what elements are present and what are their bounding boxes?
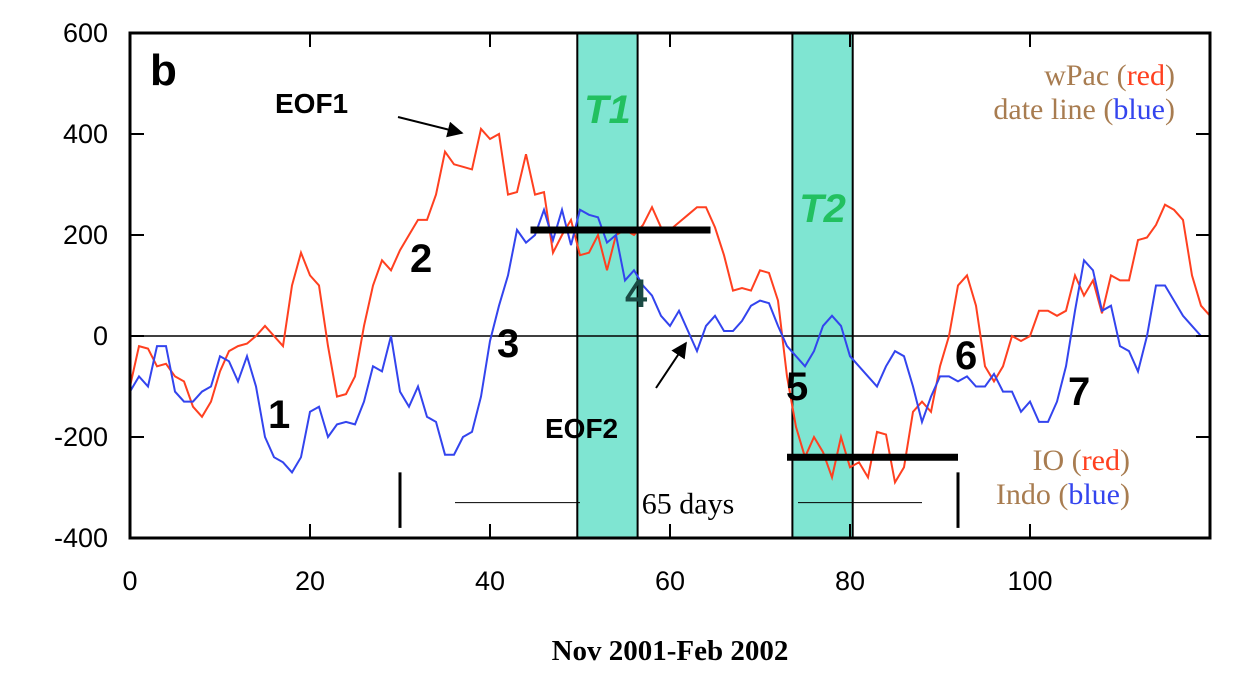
annotation: 2 xyxy=(410,237,432,281)
legend-entry: Indo (blue) xyxy=(996,478,1130,511)
annotation: 3 xyxy=(497,322,519,366)
legend-text: blue xyxy=(1068,478,1120,511)
legend-entry: IO (red) xyxy=(1033,444,1130,477)
annotation: 5 xyxy=(786,365,808,409)
x-tick-label: 40 xyxy=(475,566,505,596)
annotation: 7 xyxy=(1068,370,1090,414)
duration-label: 65 days xyxy=(642,488,735,521)
annotation: 4 xyxy=(625,272,648,316)
legend-text: Indo ( xyxy=(996,478,1068,511)
legend-text: wPac ( xyxy=(1044,59,1126,92)
x-tick-label: 60 xyxy=(655,566,685,596)
x-tick-label: 80 xyxy=(835,566,865,596)
legend-text: date line ( xyxy=(993,93,1113,126)
series-line xyxy=(129,126,1211,486)
y-tick-label: 400 xyxy=(63,119,108,149)
legend-text: red xyxy=(1127,59,1165,92)
y-tick-label: 200 xyxy=(63,220,108,250)
arrow xyxy=(655,341,687,389)
annotation: EOF2 xyxy=(545,413,618,444)
legend-text: ) xyxy=(1120,444,1130,477)
legend-entry: wPac (red) xyxy=(1044,59,1175,92)
legend-text: red xyxy=(1082,444,1120,477)
legend-text: IO ( xyxy=(1033,444,1082,477)
y-tick-label: 600 xyxy=(63,18,108,48)
x-tick-label: 0 xyxy=(122,566,137,596)
x-tick-label: 100 xyxy=(1007,566,1052,596)
series-line xyxy=(129,206,1210,475)
x-tick-label: 20 xyxy=(295,566,325,596)
legend-text: blue xyxy=(1113,93,1165,126)
legend-text: ) xyxy=(1165,59,1175,92)
annotation: 6 xyxy=(955,334,977,378)
region-label: T2 xyxy=(799,187,846,231)
y-tick-label: 0 xyxy=(93,321,108,351)
shaded-region xyxy=(791,32,854,539)
y-tick-label: -400 xyxy=(54,523,108,553)
x-axis-label: Nov 2001-Feb 2002 xyxy=(552,635,789,667)
arrow xyxy=(397,116,464,138)
annotation: EOF1 xyxy=(275,88,348,119)
legend-text: ) xyxy=(1120,478,1130,511)
legend-text: ) xyxy=(1165,93,1175,126)
y-tick-label: -200 xyxy=(54,422,108,452)
annotation: 1 xyxy=(268,393,290,437)
shaded-region xyxy=(576,32,639,539)
legend-entry: date line (blue) xyxy=(993,93,1175,126)
region-label: T1 xyxy=(584,88,631,132)
panel-label: b xyxy=(150,46,177,95)
